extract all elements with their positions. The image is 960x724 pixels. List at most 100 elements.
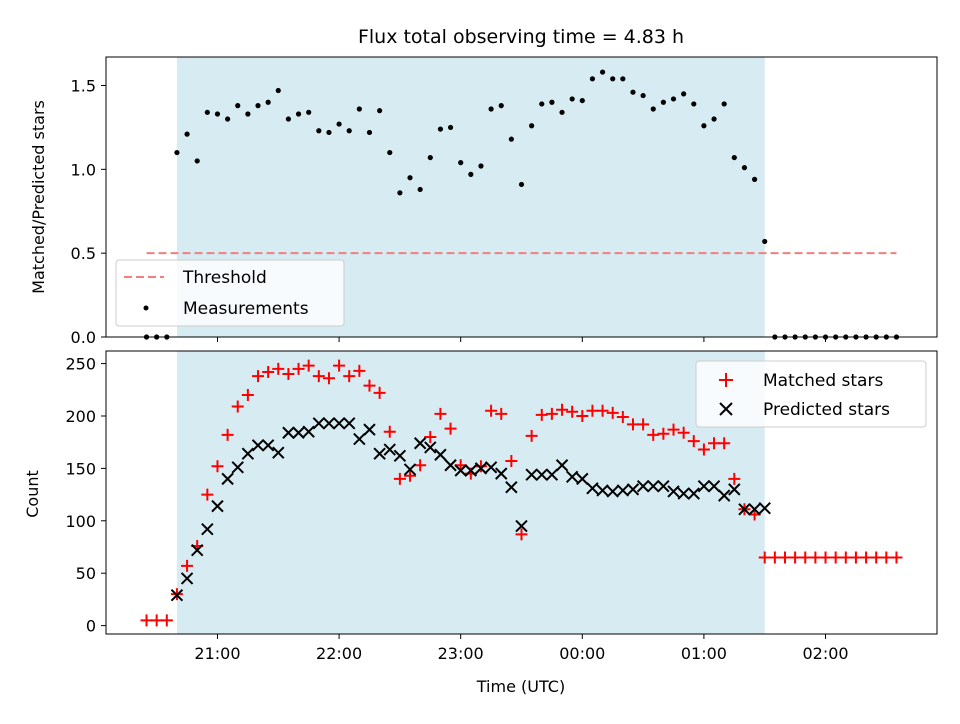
predicted-stars-point <box>636 480 650 493</box>
predicted-stars-point <box>231 461 244 474</box>
measurement-point <box>508 136 514 142</box>
matched-stars-point <box>667 423 680 436</box>
bottom-plot-frame <box>105 350 938 635</box>
matched-stars-point <box>789 551 802 564</box>
bottom-y-axis-label: Count <box>23 470 42 518</box>
top-y-tick-label: 1.0 <box>71 160 96 179</box>
measurement-point <box>194 158 200 164</box>
bottom-y-tick-label: 50 <box>76 564 96 583</box>
predicted-stars-point <box>180 572 194 585</box>
x-tick-label: 02:00 <box>802 644 848 663</box>
matched-stars-point <box>262 365 275 378</box>
matched-stars-point <box>353 364 366 377</box>
matched-stars-point <box>231 400 244 413</box>
matched-stars-point <box>474 460 487 473</box>
matched-stars-point <box>322 372 335 385</box>
measurement-point <box>711 116 717 122</box>
measurement-point <box>326 129 332 136</box>
top-panel: 0.0 0.5 1.0 1.5 Matched/Predicted stars Thr… <box>29 56 938 347</box>
measurement-point <box>407 175 413 181</box>
predicted-stars-point <box>565 470 579 483</box>
predicted-stars-point <box>373 447 386 460</box>
measurement-point <box>306 109 312 115</box>
measurement-point <box>539 101 545 107</box>
predicted-stars-point <box>596 484 609 497</box>
matched-stars-point <box>424 430 437 443</box>
predicted-stars-point <box>545 468 559 481</box>
predicted-stars-point <box>484 461 498 474</box>
measurement-point <box>620 76 626 82</box>
legend-matched-swatch <box>719 373 733 387</box>
matched-stars-point <box>343 370 356 383</box>
predicted-stars-point <box>413 437 427 450</box>
matched-stars-point <box>505 455 518 468</box>
predicted-stars-point <box>576 472 589 486</box>
predicted-stars-point <box>322 417 336 430</box>
measurement-point <box>225 116 231 122</box>
matched-stars-point <box>373 386 386 399</box>
matched-stars-point <box>819 551 832 564</box>
matched-stars-point <box>616 411 629 424</box>
predicted-stars-point <box>717 489 731 502</box>
measurement-point <box>549 99 555 105</box>
bottom-y-tick-label: 100 <box>65 512 96 531</box>
measurement-point <box>701 123 707 129</box>
predicted-stars-point <box>555 459 569 472</box>
x-tick-label: 21:00 <box>194 644 240 663</box>
predicted-stars-point <box>201 522 214 536</box>
measurement-point <box>488 106 494 112</box>
x-axis-label: Time (UTC) <box>476 677 565 696</box>
matched-stars-point <box>708 437 721 450</box>
measurement-point <box>427 154 433 161</box>
matched-stars-point <box>333 359 346 372</box>
matched-stars-point <box>414 459 427 472</box>
measurement-point <box>174 149 180 156</box>
predicted-stars-point <box>211 499 224 513</box>
predicted-stars-point <box>221 472 234 486</box>
bottom-legend: Matched stars Predicted stars <box>695 360 927 428</box>
matched-stars-point <box>556 403 569 416</box>
matched-stars-point <box>252 370 265 383</box>
matched-stars-point <box>363 379 376 392</box>
x-tick-label: 22:00 <box>316 644 362 663</box>
predicted-stars-point <box>302 425 315 438</box>
measurement-point <box>235 103 241 109</box>
top-y-tick-label: 1.5 <box>71 77 96 96</box>
measurement-point <box>741 165 748 171</box>
matched-stars-point <box>302 359 315 372</box>
matched-stars-point <box>282 368 295 381</box>
top-legend: Threshold Measurements <box>115 259 345 327</box>
measurement-point <box>599 69 606 75</box>
matched-stars-point <box>637 418 650 431</box>
bottom-y-tick-label: 150 <box>65 459 96 478</box>
predicted-stars-point <box>363 423 376 436</box>
matched-stars-point <box>586 404 599 417</box>
legend-measurements-swatch <box>143 305 149 311</box>
matched-stars-point <box>181 559 194 572</box>
legend-matched-label: Matched stars <box>763 371 883 391</box>
measurement-point <box>346 128 352 134</box>
predicted-stars-point <box>464 464 478 477</box>
measurement-point <box>417 186 423 193</box>
matched-stars-point <box>272 362 285 375</box>
predicted-stars-point <box>403 463 417 476</box>
matched-stars-point <box>404 469 417 482</box>
predicted-stars-point <box>332 417 346 430</box>
measurement-point <box>731 154 737 161</box>
measurement-point <box>245 111 251 117</box>
predicted-stars-point <box>616 484 630 497</box>
x-tick-label: 23:00 <box>438 644 484 663</box>
predicted-stars-point <box>190 543 204 557</box>
predicted-stars-point <box>282 426 295 439</box>
measurement-point <box>204 109 210 115</box>
top-plot-frame <box>105 56 938 338</box>
predicted-stars-point <box>626 483 640 496</box>
measurement-point <box>275 87 281 94</box>
predicted-stars-point <box>353 432 366 446</box>
measurement-point <box>377 108 383 114</box>
legend-predicted-label: Predicted stars <box>763 400 890 420</box>
predicted-stars-point <box>312 417 326 430</box>
measurement-point <box>285 116 292 122</box>
predicted-stars-point <box>525 468 538 481</box>
measurement-point <box>366 129 373 136</box>
